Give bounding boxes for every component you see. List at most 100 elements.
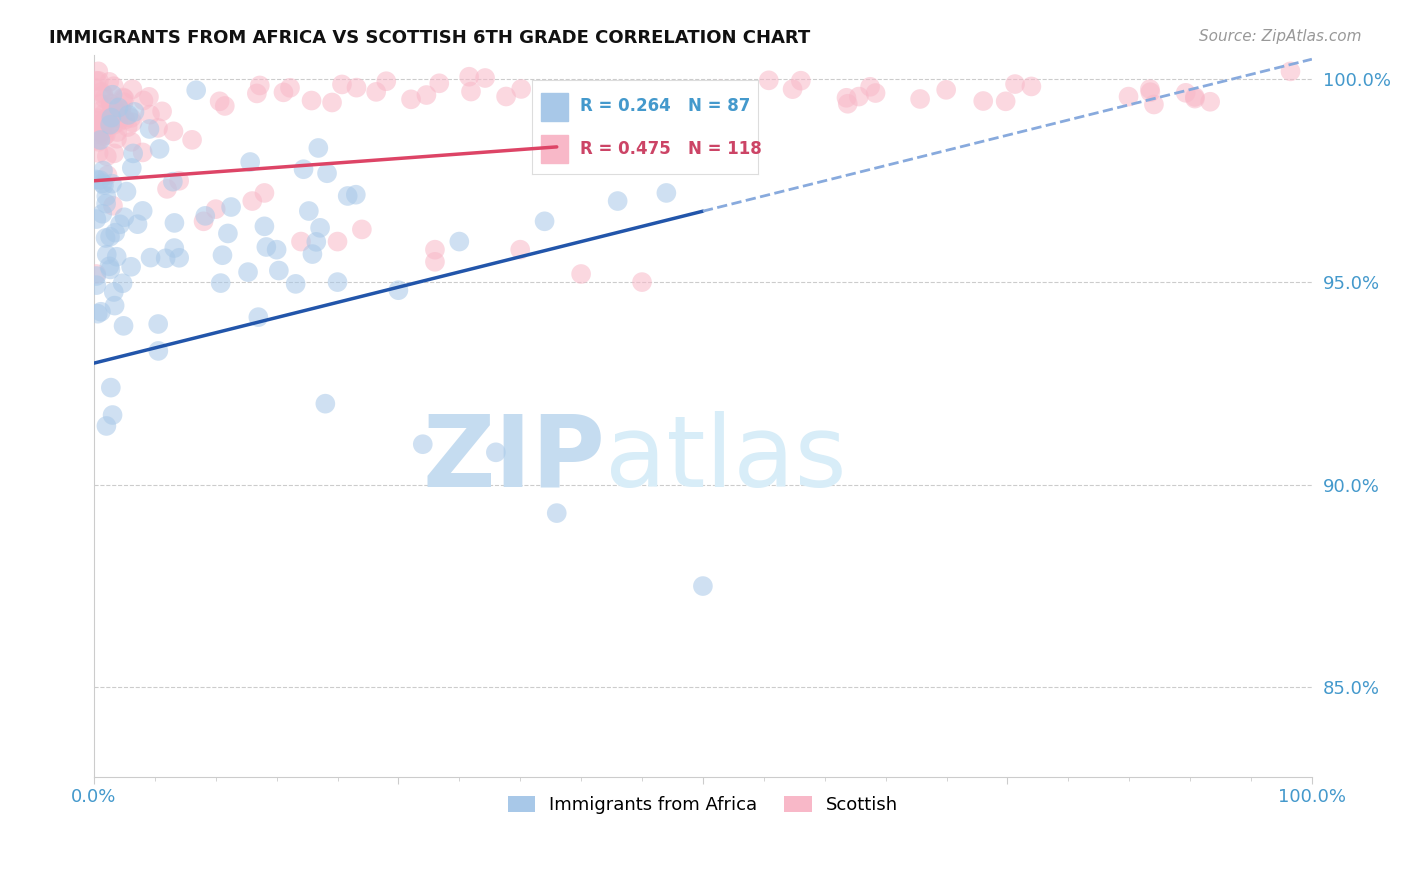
Point bbox=[253, 186, 276, 200]
Point bbox=[326, 275, 349, 289]
Point bbox=[606, 194, 628, 208]
Point bbox=[239, 155, 262, 169]
Point bbox=[103, 99, 125, 113]
Point bbox=[93, 87, 115, 102]
Point bbox=[1139, 85, 1161, 99]
Point bbox=[138, 122, 160, 136]
Point bbox=[89, 117, 111, 131]
Point bbox=[162, 124, 184, 138]
Point bbox=[631, 275, 654, 289]
Point bbox=[316, 166, 339, 180]
Point bbox=[103, 285, 125, 299]
Point bbox=[115, 185, 138, 199]
Point bbox=[193, 214, 215, 228]
Point bbox=[972, 94, 994, 108]
Point bbox=[485, 445, 508, 459]
Point bbox=[307, 141, 329, 155]
Point bbox=[350, 222, 373, 236]
Point bbox=[835, 91, 858, 105]
Point bbox=[326, 235, 349, 249]
Point bbox=[208, 95, 231, 109]
Point bbox=[1174, 86, 1197, 100]
Text: atlas: atlas bbox=[606, 410, 846, 508]
Point bbox=[695, 85, 717, 99]
Point bbox=[278, 80, 301, 95]
Point bbox=[98, 260, 121, 274]
Point bbox=[131, 145, 153, 160]
Point bbox=[93, 178, 115, 193]
Point bbox=[246, 87, 269, 101]
Point bbox=[107, 115, 129, 129]
Point bbox=[91, 120, 114, 134]
Point bbox=[84, 113, 107, 128]
Point bbox=[330, 78, 353, 92]
Point bbox=[100, 381, 122, 395]
Point bbox=[994, 95, 1017, 109]
Point bbox=[209, 276, 232, 290]
Point bbox=[194, 209, 217, 223]
Point bbox=[94, 231, 117, 245]
Point bbox=[86, 212, 108, 227]
Point bbox=[1279, 64, 1302, 78]
Point bbox=[284, 277, 307, 291]
Point bbox=[93, 106, 115, 120]
Point bbox=[240, 194, 263, 208]
Point bbox=[94, 128, 117, 142]
Point bbox=[782, 82, 804, 96]
Point bbox=[149, 142, 172, 156]
Point bbox=[346, 80, 368, 95]
Point bbox=[758, 73, 780, 87]
Point bbox=[98, 107, 121, 121]
Point bbox=[139, 108, 162, 122]
Point bbox=[114, 112, 136, 127]
Point bbox=[132, 94, 155, 108]
Point bbox=[1139, 82, 1161, 96]
Point bbox=[301, 247, 323, 261]
Point bbox=[546, 506, 568, 520]
Point bbox=[87, 118, 110, 132]
Point bbox=[98, 118, 121, 132]
Point bbox=[91, 124, 114, 138]
Point bbox=[89, 133, 111, 147]
Point bbox=[86, 268, 108, 283]
Point bbox=[100, 111, 122, 125]
Point bbox=[1199, 95, 1222, 109]
Point bbox=[90, 103, 112, 118]
Point bbox=[336, 189, 359, 203]
Point bbox=[114, 92, 136, 106]
Point bbox=[87, 146, 110, 161]
Point bbox=[89, 121, 111, 136]
Point bbox=[112, 95, 135, 110]
Point bbox=[127, 217, 149, 231]
Point bbox=[344, 187, 367, 202]
Point bbox=[86, 133, 108, 147]
Point bbox=[156, 182, 179, 196]
Point bbox=[100, 262, 122, 277]
Point bbox=[98, 75, 121, 89]
Point bbox=[105, 112, 128, 126]
Point bbox=[121, 115, 143, 129]
Point bbox=[120, 111, 142, 125]
Point bbox=[217, 227, 239, 241]
Point bbox=[86, 111, 108, 125]
Point bbox=[96, 419, 118, 434]
Point bbox=[292, 162, 315, 177]
Point bbox=[89, 173, 111, 187]
Point bbox=[90, 85, 112, 99]
Point bbox=[458, 70, 481, 84]
Point bbox=[104, 226, 127, 240]
Text: ZIP: ZIP bbox=[423, 410, 606, 508]
Point bbox=[112, 211, 135, 225]
Point bbox=[138, 90, 160, 104]
Point bbox=[96, 149, 118, 163]
Point bbox=[105, 125, 128, 139]
Point bbox=[108, 111, 131, 125]
Point bbox=[94, 196, 117, 211]
Point bbox=[533, 214, 555, 228]
Point bbox=[219, 200, 242, 214]
Point bbox=[1118, 89, 1140, 103]
Point bbox=[124, 104, 146, 119]
Point bbox=[301, 94, 323, 108]
Point bbox=[253, 219, 276, 234]
Point bbox=[423, 243, 446, 257]
